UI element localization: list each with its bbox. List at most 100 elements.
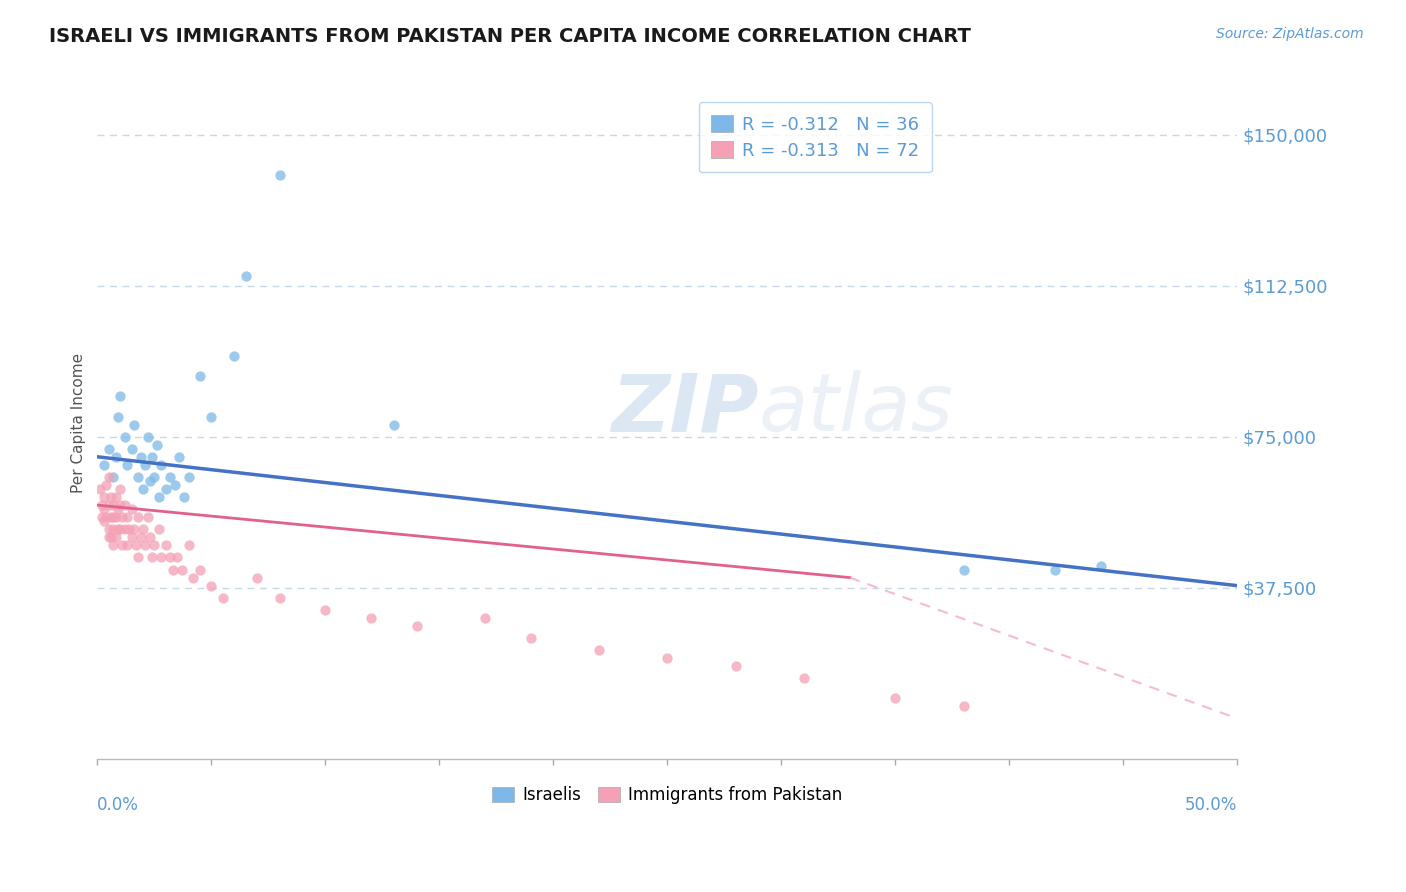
Point	[90, 510, 112, 524]
Point	[127, 470, 149, 484]
Text: Source: ZipAtlas.com: Source: ZipAtlas.com	[1216, 27, 1364, 41]
Point	[269, 168, 291, 182]
Point	[93, 490, 115, 504]
Point	[139, 474, 162, 488]
Text: 50.0%: 50.0%	[1185, 796, 1237, 814]
Point	[360, 611, 382, 625]
Point	[93, 502, 115, 516]
Point	[90, 498, 112, 512]
Point	[170, 562, 193, 576]
Point	[1090, 558, 1112, 573]
Point	[246, 571, 269, 585]
Point	[107, 522, 129, 536]
Point	[224, 349, 246, 363]
Text: atlas: atlas	[759, 370, 953, 448]
Point	[111, 510, 134, 524]
Text: 0.0%: 0.0%	[97, 796, 139, 814]
Point	[103, 470, 125, 484]
Point	[114, 498, 136, 512]
Point	[150, 458, 173, 472]
Point	[163, 478, 186, 492]
Point	[155, 482, 177, 496]
Point	[121, 530, 143, 544]
Point	[141, 450, 163, 464]
Point	[97, 522, 120, 536]
Point	[136, 430, 159, 444]
Point	[162, 562, 184, 576]
Point	[884, 691, 907, 706]
Point	[159, 550, 181, 565]
Point	[127, 550, 149, 565]
Legend: Israelis, Immigrants from Pakistan: Israelis, Immigrants from Pakistan	[486, 780, 849, 811]
Point	[382, 417, 405, 432]
Point	[118, 522, 141, 536]
Point	[103, 510, 125, 524]
Point	[169, 450, 191, 464]
Point	[136, 510, 159, 524]
Point	[132, 482, 155, 496]
Point	[141, 550, 163, 565]
Point	[104, 490, 127, 504]
Point	[150, 550, 173, 565]
Point	[96, 478, 118, 492]
Point	[100, 490, 122, 504]
Point	[155, 538, 177, 552]
Point	[588, 643, 610, 657]
Point	[134, 458, 156, 472]
Point	[143, 470, 166, 484]
Point	[519, 631, 541, 645]
Point	[122, 522, 145, 536]
Point	[129, 450, 152, 464]
Point	[115, 458, 138, 472]
Point	[104, 510, 127, 524]
Point	[107, 409, 129, 424]
Point	[952, 562, 974, 576]
Point	[177, 470, 200, 484]
Point	[724, 659, 747, 673]
Point	[177, 538, 200, 552]
Point	[122, 417, 145, 432]
Point	[159, 470, 181, 484]
Point	[104, 530, 127, 544]
Point	[115, 510, 138, 524]
Point	[127, 510, 149, 524]
Point	[121, 502, 143, 516]
Point	[188, 369, 211, 384]
Point	[100, 510, 122, 524]
Point	[97, 442, 120, 456]
Point	[200, 409, 222, 424]
Point	[111, 538, 134, 552]
Point	[134, 538, 156, 552]
Point	[97, 530, 120, 544]
Text: ISRAELI VS IMMIGRANTS FROM PAKISTAN PER CAPITA INCOME CORRELATION CHART: ISRAELI VS IMMIGRANTS FROM PAKISTAN PER …	[49, 27, 972, 45]
Point	[104, 450, 127, 464]
Text: ZIP: ZIP	[612, 370, 759, 448]
Point	[100, 530, 122, 544]
Point	[121, 442, 143, 456]
Point	[97, 498, 120, 512]
Point	[269, 591, 291, 605]
Point	[657, 651, 679, 665]
Point	[211, 591, 233, 605]
Point	[188, 562, 211, 576]
Point	[97, 470, 120, 484]
Point	[108, 482, 131, 496]
Point	[93, 514, 115, 528]
Point	[103, 538, 125, 552]
Point	[166, 550, 188, 565]
Point	[129, 530, 152, 544]
Point	[793, 671, 815, 685]
Point	[114, 430, 136, 444]
Point	[89, 482, 111, 496]
Point	[474, 611, 496, 625]
Point	[200, 579, 222, 593]
Point	[96, 510, 118, 524]
Point	[103, 498, 125, 512]
Point	[93, 458, 115, 472]
Point	[405, 619, 427, 633]
Point	[115, 538, 138, 552]
Point	[235, 268, 257, 283]
Point	[114, 522, 136, 536]
Point	[108, 498, 131, 512]
Point	[148, 522, 170, 536]
